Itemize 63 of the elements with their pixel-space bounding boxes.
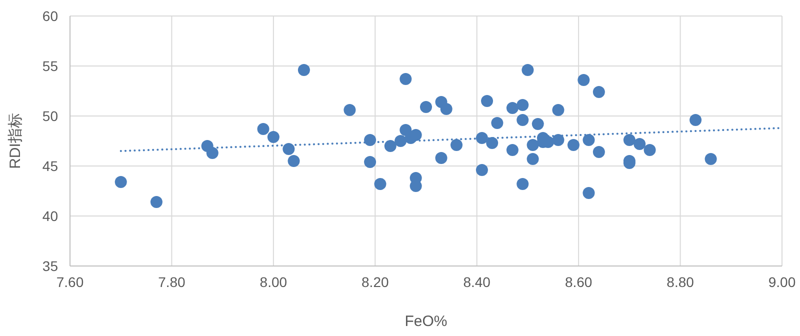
point bbox=[690, 114, 702, 126]
x-tick-label: 8.20 bbox=[362, 274, 389, 290]
point bbox=[440, 103, 452, 115]
point bbox=[516, 114, 529, 126]
x-tick-label: 8.40 bbox=[463, 274, 491, 290]
point bbox=[486, 137, 498, 149]
point bbox=[364, 134, 376, 146]
point bbox=[288, 155, 300, 167]
point bbox=[384, 140, 396, 152]
point bbox=[592, 86, 605, 98]
point bbox=[704, 153, 717, 165]
point bbox=[582, 134, 595, 146]
y-tick-label: 45 bbox=[42, 158, 58, 174]
point bbox=[150, 196, 162, 208]
point bbox=[410, 129, 422, 141]
point bbox=[526, 139, 539, 151]
point bbox=[420, 101, 432, 113]
y-tick-label: 60 bbox=[42, 8, 58, 24]
point bbox=[364, 156, 376, 168]
point bbox=[526, 153, 539, 165]
point bbox=[114, 176, 127, 188]
point bbox=[623, 134, 636, 146]
point bbox=[506, 144, 518, 156]
point bbox=[435, 152, 448, 164]
point bbox=[552, 104, 564, 116]
y-tick-label: 40 bbox=[42, 208, 58, 224]
point bbox=[516, 178, 529, 190]
point bbox=[344, 104, 356, 116]
point bbox=[582, 187, 595, 199]
x-axis-title: FeO% bbox=[404, 313, 448, 330]
point bbox=[476, 132, 488, 144]
point bbox=[298, 64, 310, 76]
x-tick-label: 7.80 bbox=[158, 274, 186, 290]
point bbox=[522, 64, 534, 76]
point bbox=[267, 131, 280, 143]
x-tick-label: 8.60 bbox=[564, 274, 592, 290]
point bbox=[206, 147, 218, 159]
x-tick-label: 9.00 bbox=[768, 274, 796, 290]
point bbox=[400, 73, 412, 85]
point bbox=[257, 123, 270, 135]
y-tick-label: 35 bbox=[42, 258, 58, 274]
point bbox=[532, 118, 544, 130]
point bbox=[491, 117, 504, 129]
point bbox=[282, 143, 295, 155]
point bbox=[374, 178, 386, 190]
x-tick-label: 8.00 bbox=[260, 274, 288, 290]
point bbox=[592, 146, 605, 158]
x-tick-label: 7.60 bbox=[56, 274, 84, 290]
y-axis-title: RDI指标 bbox=[7, 113, 24, 169]
y-tick-label: 50 bbox=[42, 108, 58, 124]
point bbox=[567, 139, 580, 151]
x-tick-label: 8.80 bbox=[666, 274, 694, 290]
point bbox=[578, 74, 590, 86]
point bbox=[450, 139, 463, 151]
point bbox=[644, 144, 656, 156]
point bbox=[506, 102, 518, 114]
point bbox=[394, 135, 407, 147]
point bbox=[552, 134, 564, 146]
y-tick-label: 55 bbox=[42, 58, 58, 74]
point bbox=[476, 164, 488, 176]
point bbox=[481, 95, 494, 107]
point bbox=[634, 138, 646, 150]
point bbox=[516, 99, 529, 111]
